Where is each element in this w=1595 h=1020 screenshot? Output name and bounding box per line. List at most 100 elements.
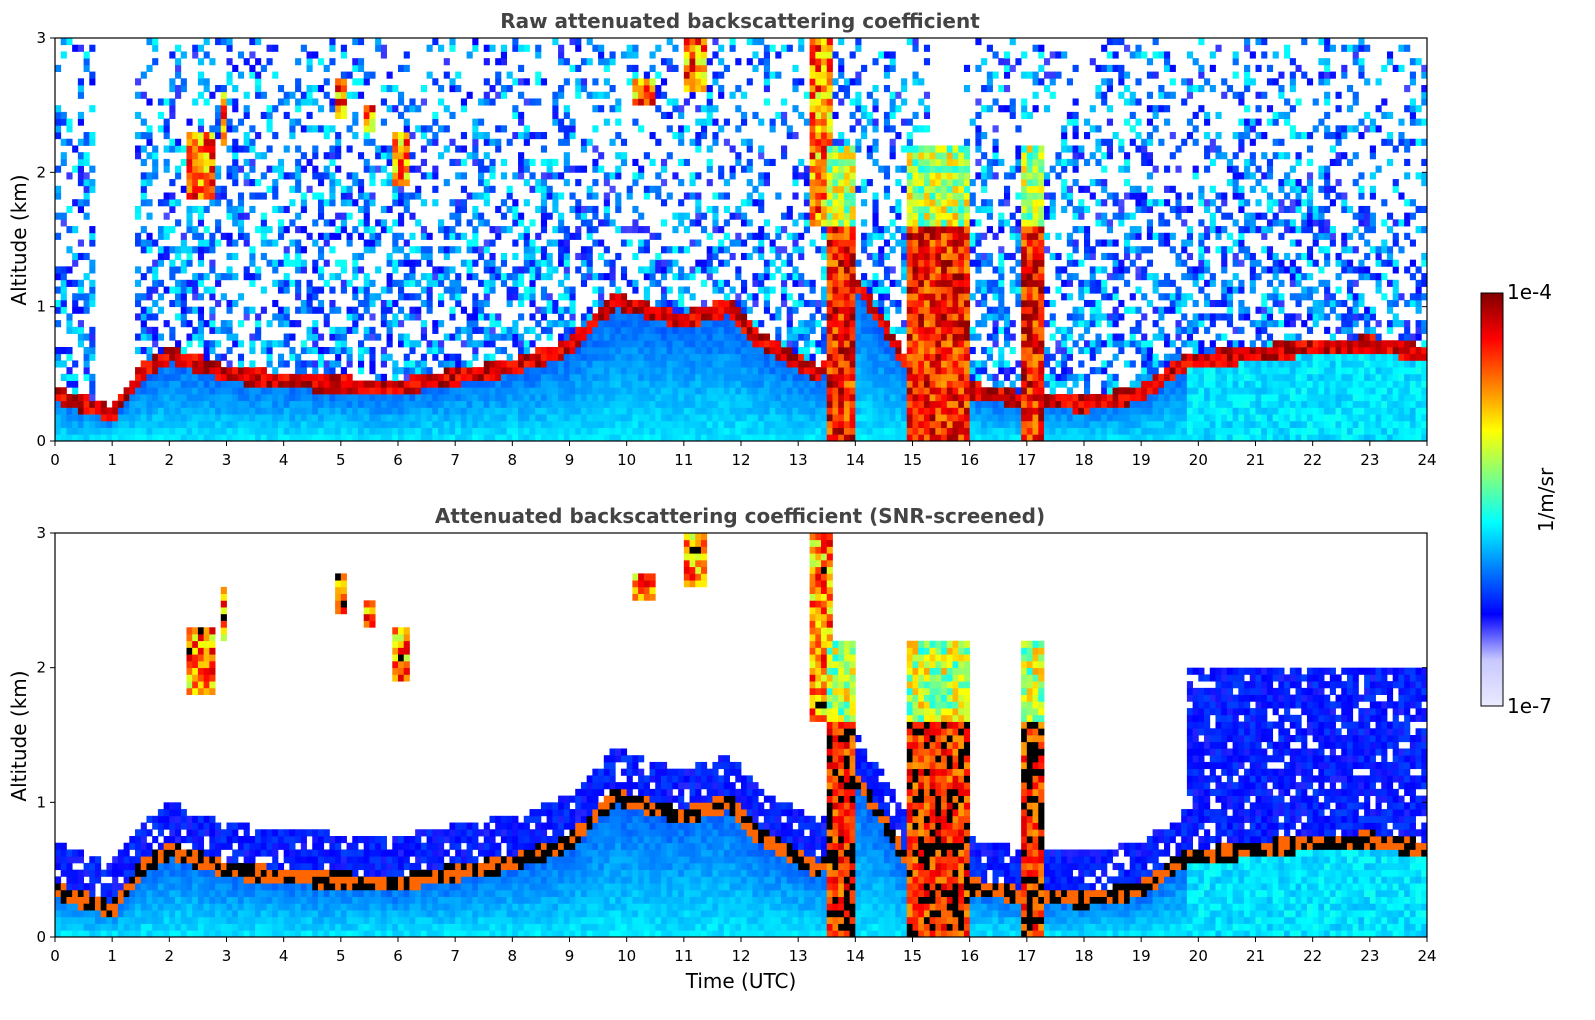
heatmap-cell xyxy=(540,199,548,207)
heatmap-cell xyxy=(518,299,525,308)
heatmap-cell xyxy=(295,400,302,408)
heatmap-cell xyxy=(443,414,450,422)
heatmap-cell xyxy=(466,152,473,160)
heatmap-cell xyxy=(666,326,673,334)
heatmap-cell xyxy=(220,420,227,428)
heatmap-cell xyxy=(226,360,233,368)
heatmap-cell xyxy=(455,427,462,435)
heatmap-cell xyxy=(220,326,227,334)
heatmap-cell xyxy=(683,212,690,220)
heatmap-cell xyxy=(666,333,673,341)
heatmap-cell xyxy=(272,393,279,402)
heatmap-cell xyxy=(346,434,353,442)
heatmap-cell xyxy=(809,152,816,160)
heatmap-cell xyxy=(89,185,96,193)
heatmap-cell xyxy=(260,367,267,375)
heatmap-cell xyxy=(152,360,159,368)
heatmap-cell xyxy=(649,407,656,415)
heatmap-cell xyxy=(140,132,147,140)
heatmap-cell xyxy=(483,58,490,66)
heatmap-cell xyxy=(523,400,530,408)
heatmap-cell xyxy=(826,266,833,274)
heatmap-cell xyxy=(220,273,227,281)
heatmap-cell xyxy=(398,427,405,435)
heatmap-cell xyxy=(335,91,342,99)
heatmap-cell xyxy=(695,239,702,247)
heatmap-cell xyxy=(609,387,616,395)
heatmap-cell xyxy=(580,138,588,146)
heatmap-cell xyxy=(312,387,319,395)
heatmap-cell xyxy=(466,91,473,99)
heatmap-cell xyxy=(323,199,330,207)
heatmap-cell xyxy=(192,185,199,193)
heatmap-cell xyxy=(152,387,159,395)
heatmap-cell xyxy=(398,158,405,167)
heatmap-cell xyxy=(895,326,902,334)
heatmap-cell xyxy=(821,105,828,113)
heatmap-cell xyxy=(169,387,176,395)
heatmap-cell xyxy=(478,393,485,402)
heatmap-cell xyxy=(449,380,456,388)
heatmap-cell xyxy=(729,172,736,180)
heatmap-cell xyxy=(209,125,216,133)
heatmap-cell xyxy=(346,313,353,321)
heatmap-cell xyxy=(392,407,399,415)
heatmap-cell xyxy=(197,353,205,361)
heatmap-cell xyxy=(209,152,216,160)
heatmap-cell xyxy=(912,145,919,153)
heatmap-cell xyxy=(895,393,902,402)
heatmap-cell xyxy=(535,78,542,86)
heatmap-cell xyxy=(163,434,170,442)
heatmap-cell xyxy=(803,427,810,435)
heatmap-cell xyxy=(266,185,273,193)
heatmap-cell xyxy=(55,434,62,442)
heatmap-cell xyxy=(660,58,668,66)
heatmap-cell xyxy=(175,286,182,294)
heatmap-cell xyxy=(249,138,256,146)
heatmap-cell xyxy=(317,125,325,133)
heatmap-cell xyxy=(300,205,307,214)
heatmap-cell xyxy=(512,373,519,381)
heatmap-cell xyxy=(683,367,690,375)
heatmap-cell xyxy=(535,71,542,79)
heatmap-cell xyxy=(443,367,450,375)
heatmap-cell xyxy=(552,393,559,402)
heatmap-cell xyxy=(638,400,645,408)
heatmap-cell xyxy=(826,78,833,86)
heatmap-cell xyxy=(66,172,73,180)
heatmap-cell xyxy=(500,85,508,93)
heatmap-cell xyxy=(809,105,816,113)
heatmap-cell xyxy=(226,326,233,334)
heatmap-cell xyxy=(786,407,793,415)
heatmap-cell xyxy=(512,340,519,348)
heatmap-cell xyxy=(763,58,770,66)
heatmap-cell xyxy=(443,333,450,341)
heatmap-cell xyxy=(632,118,639,126)
heatmap-cell xyxy=(781,353,788,361)
heatmap-cell xyxy=(832,414,839,422)
heatmap-cell xyxy=(283,279,290,287)
heatmap-cell xyxy=(866,427,873,435)
heatmap-cell xyxy=(695,333,702,341)
heatmap-cell xyxy=(609,313,616,321)
heatmap-cell xyxy=(855,306,862,314)
heatmap-cell xyxy=(609,273,616,281)
heatmap-cell xyxy=(695,205,702,214)
heatmap-cell xyxy=(403,373,410,381)
heatmap-cell xyxy=(758,367,765,375)
heatmap-cell xyxy=(89,293,96,301)
heatmap-cell xyxy=(249,434,256,442)
heatmap-cell xyxy=(135,367,142,375)
heatmap-cell xyxy=(775,252,782,261)
heatmap-cell xyxy=(169,145,176,153)
heatmap-cell xyxy=(580,85,588,93)
heatmap-cell xyxy=(500,380,508,388)
heatmap-cell xyxy=(135,205,142,214)
heatmap-cell xyxy=(815,179,822,187)
heatmap-cell xyxy=(512,78,519,86)
heatmap-cell xyxy=(335,387,342,395)
heatmap-cell xyxy=(220,232,227,240)
heatmap-cell xyxy=(175,427,182,435)
heatmap-cell xyxy=(832,179,839,187)
heatmap-cell xyxy=(912,219,919,227)
